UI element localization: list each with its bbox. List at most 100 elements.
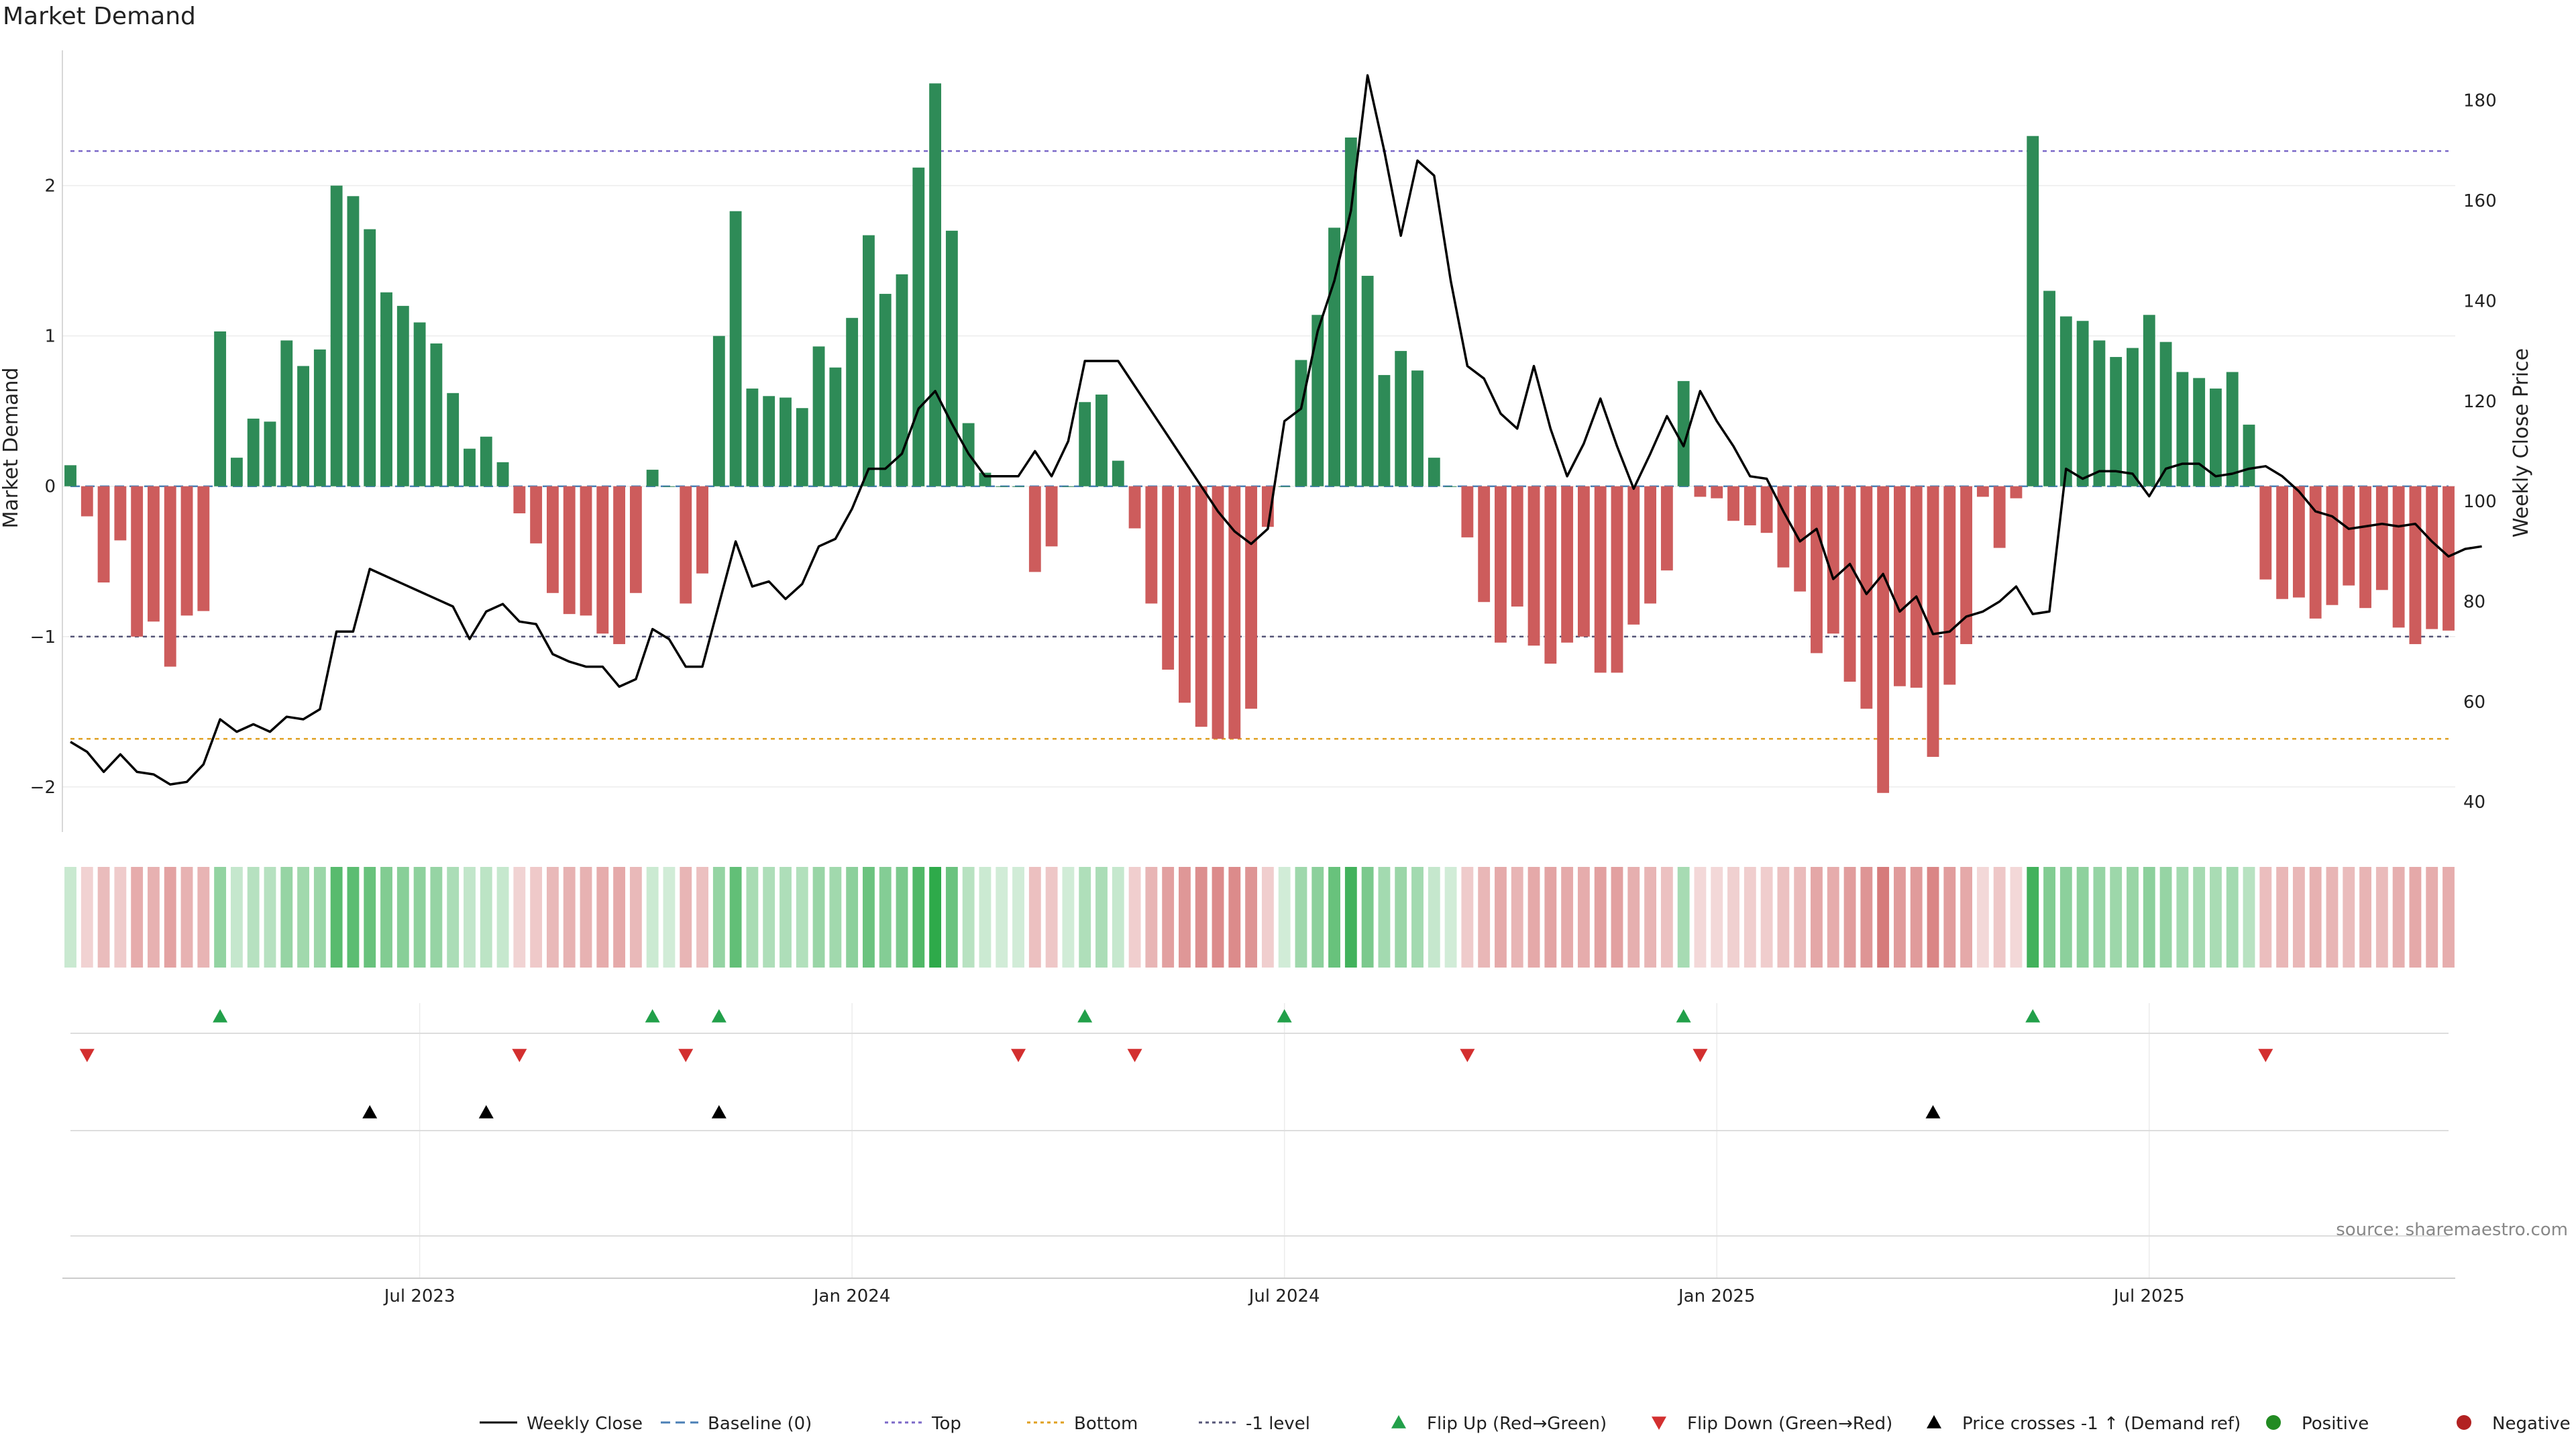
demand-bar — [1960, 486, 1973, 644]
heat-cell — [80, 867, 93, 968]
heat-cell — [1112, 867, 1124, 968]
legend-item: Weekly Close — [480, 1414, 643, 1434]
heat-cell — [2043, 867, 2055, 968]
demand-bar — [247, 418, 260, 486]
flip-down-marker — [79, 1049, 95, 1062]
demand-bar — [2292, 486, 2305, 598]
demand-bar — [1877, 486, 1890, 793]
heat-cell — [1960, 867, 1973, 968]
legend-item: Flip Down (Green→Red) — [1652, 1414, 1892, 1434]
legend-label: Price crosses -1 ↑ (Demand ref) — [1962, 1414, 2241, 1434]
heat-cell — [2127, 867, 2139, 968]
demand-bar — [1179, 486, 1191, 703]
price-cross-marker — [478, 1105, 494, 1119]
heat-cell — [796, 867, 808, 968]
demand-bar — [530, 486, 543, 543]
weekly-close-line — [70, 74, 2482, 786]
heat-cell — [380, 867, 392, 968]
y-left-tick-label: 0 — [44, 477, 56, 497]
demand-bar — [2010, 486, 2023, 499]
heat-cell — [330, 867, 343, 968]
heat-cell — [746, 867, 759, 968]
flip-up-marker — [213, 1009, 228, 1023]
heat-cell — [164, 867, 176, 968]
y-right-tick-label: 160 — [2463, 191, 2497, 211]
demand-bar — [2243, 424, 2255, 486]
demand-bar — [1428, 458, 1440, 486]
heat-cell — [1095, 867, 1108, 968]
demand-bar — [929, 83, 942, 486]
heat-cell — [1162, 867, 1175, 968]
heat-cell — [1976, 867, 1989, 968]
heat-cell — [663, 867, 676, 968]
legend-label: Bottom — [1074, 1414, 1138, 1434]
demand-bar — [380, 292, 392, 486]
heat-cell — [729, 867, 742, 968]
demand-bar — [580, 486, 592, 616]
heat-cell — [879, 867, 892, 968]
demand-bar — [1162, 486, 1175, 670]
heat-cell — [780, 867, 792, 968]
demand-bar — [2193, 378, 2206, 486]
demand-bar — [2259, 486, 2272, 580]
demand-bar — [712, 335, 725, 486]
legend-item: Price crosses -1 ↑ (Demand ref) — [1927, 1414, 2241, 1434]
heat-cell — [1344, 867, 1357, 968]
demand-bar — [230, 458, 243, 486]
demand-bar — [1544, 486, 1557, 664]
demand-bar — [1378, 374, 1391, 486]
legend-label: -1 level — [1246, 1414, 1310, 1434]
heat-cell — [846, 867, 859, 968]
demand-bar — [496, 462, 509, 486]
heat-cell — [1877, 867, 1890, 968]
heat-cell — [1527, 867, 1540, 968]
demand-bar — [596, 486, 609, 634]
legend-item: Flip Up (Red→Green) — [1391, 1414, 1607, 1434]
heat-cell — [1428, 867, 1440, 968]
legend-label: Weekly Close — [527, 1414, 643, 1434]
demand-bar — [912, 167, 925, 486]
demand-bar — [1361, 276, 1374, 486]
heat-cell — [1212, 867, 1224, 968]
demand-bar — [1527, 486, 1540, 646]
demand-bar — [945, 230, 958, 486]
legend-item: Negative — [2457, 1414, 2571, 1434]
price-cross-marker — [711, 1105, 727, 1119]
demand-bar — [2110, 357, 2123, 486]
demand-bar — [413, 322, 426, 486]
heat-cell — [1577, 867, 1590, 968]
heat-cell — [563, 867, 576, 968]
legend: Weekly Close Baseline (0) Top Bottom -1 leve… — [480, 1414, 2571, 1434]
flip-down-marker — [1693, 1049, 1708, 1062]
demand-bar — [2076, 321, 2089, 486]
heat-cell — [1993, 867, 2006, 968]
heat-cell — [629, 867, 642, 968]
demand-bar — [480, 436, 492, 486]
heat-cell — [230, 867, 243, 968]
heat-cell — [280, 867, 293, 968]
demand-bar — [180, 486, 193, 616]
demand-bar — [1893, 486, 1906, 686]
heat-cell — [364, 867, 376, 968]
y-right-tick-label: 80 — [2463, 592, 2485, 612]
heat-cell — [297, 867, 309, 968]
legend-swatch — [2457, 1415, 2471, 1430]
heat-cell — [464, 867, 476, 968]
demand-bar — [97, 486, 110, 583]
heat-cell — [680, 867, 692, 968]
demand-bar — [696, 486, 708, 574]
legend-item: Bottom — [1027, 1414, 1138, 1434]
demand-bar — [364, 229, 376, 486]
heat-cell — [1893, 867, 1906, 968]
heat-cell — [97, 867, 110, 968]
y-right-tick-label: 40 — [2463, 792, 2485, 813]
heat-cell — [1145, 867, 1158, 968]
demand-bar — [680, 486, 692, 604]
heat-cell — [1927, 867, 1939, 968]
demand-bar — [1627, 486, 1640, 625]
demand-bar — [2309, 486, 2322, 619]
demand-bar — [2210, 388, 2222, 486]
demand-bar — [214, 331, 227, 486]
